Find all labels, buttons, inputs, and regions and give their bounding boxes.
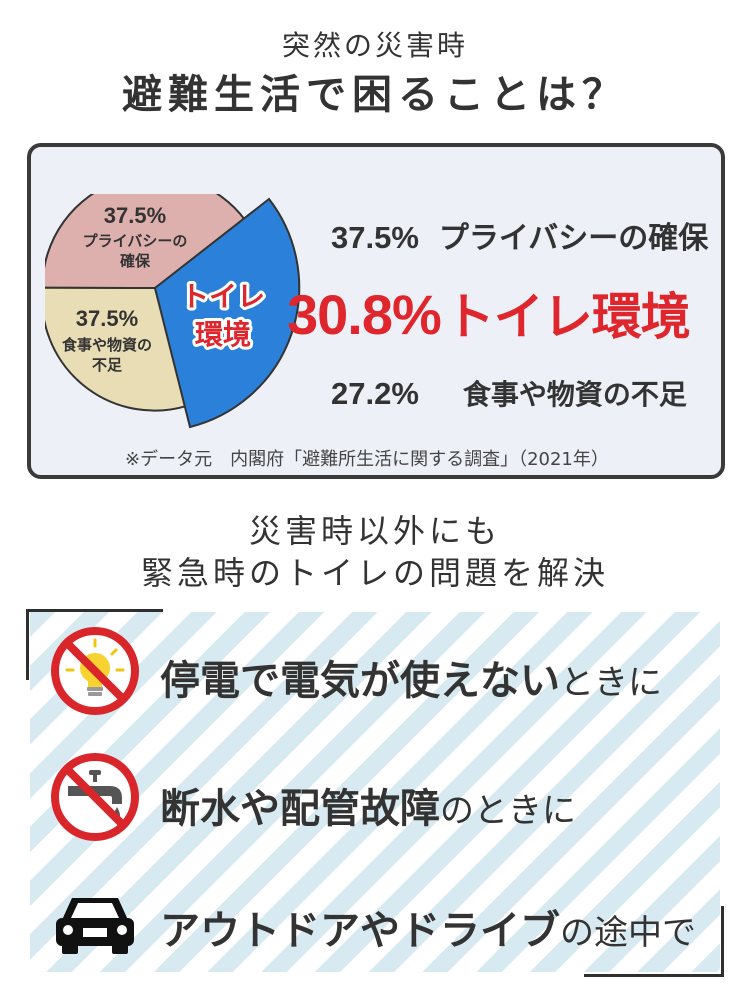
pie-chart: 37.5% プライバシーの 確保 37.5% 食事や物資の 不足 トイレ 環境 xyxy=(45,194,301,429)
pie-label-toilet-1: トイレ xyxy=(181,280,265,313)
section-title-line2: 緊急時のトイレの問題を解決 xyxy=(140,554,609,592)
feature-text-power-outage: 停電で電気が使えないときに xyxy=(160,648,662,706)
feature-text-bold: アウトドアやドライブ xyxy=(160,908,560,954)
header-title: 避難生活で困ることは？ xyxy=(122,72,628,118)
result-label: プライバシーの確保 xyxy=(438,221,709,256)
feature-text-bold: 停電で電気が使えない xyxy=(160,658,560,704)
result-pct: 37.5% xyxy=(331,220,419,255)
section-title-line1: 災害時以外にも xyxy=(248,512,501,550)
no-lightbulb-icon xyxy=(50,626,140,720)
feature-text-bold: 断水や配管故障 xyxy=(160,786,440,832)
corner-bracket-bottom-right xyxy=(584,906,724,977)
pie-label-food-pct: 37.5% xyxy=(76,306,138,331)
header-subtitle: 突然の災害時 xyxy=(281,29,468,62)
pie-slice-toilet xyxy=(153,197,301,429)
pie-label-privacy-pct: 37.5% xyxy=(104,203,166,228)
data-source-note: ※データ元 内閣府「避難所生活に関する調査」（2021年） xyxy=(125,449,609,470)
pie-slice-privacy xyxy=(45,194,247,290)
result-row-toilet: 30.8%トイレ環境 xyxy=(287,277,691,349)
pie-slice-food xyxy=(45,286,188,412)
result-row-privacy: 37.5% プライバシーの確保 xyxy=(331,213,708,257)
features-panel xyxy=(30,612,720,972)
result-label-highlight: トイレ環境 xyxy=(444,288,691,346)
pie-label-food-1: 食事や物資の xyxy=(62,336,152,354)
feature-text-normal: ときに xyxy=(560,663,662,703)
feature-text-water-outage: 断水や配管故障のときに xyxy=(160,776,576,834)
feature-text-normal: の途中で xyxy=(560,913,696,953)
pie-label-toilet-2: 環境 xyxy=(195,318,251,351)
pie-label-food-2: 不足 xyxy=(92,356,123,374)
result-pct: 27.2% xyxy=(331,376,419,411)
car-icon xyxy=(50,876,140,970)
corner-bracket-top-left xyxy=(26,609,163,680)
survey-box: 37.5% プライバシーの 確保 37.5% 食事や物資の 不足 トイレ 環境 … xyxy=(27,143,725,479)
result-row-food: 27.2% 食事や物資の不足 xyxy=(331,373,687,413)
pie-label-privacy-1: プライバシーの xyxy=(83,232,188,250)
result-label: 食事や物資の不足 xyxy=(462,378,687,411)
result-pct-highlight: 30.8% xyxy=(287,283,442,346)
pie-label-privacy-2: 確保 xyxy=(119,252,151,270)
feature-text-normal: のときに xyxy=(440,791,576,831)
no-faucet-icon xyxy=(50,752,140,846)
feature-text-outdoor: アウトドアやドライブの途中で xyxy=(160,898,696,956)
